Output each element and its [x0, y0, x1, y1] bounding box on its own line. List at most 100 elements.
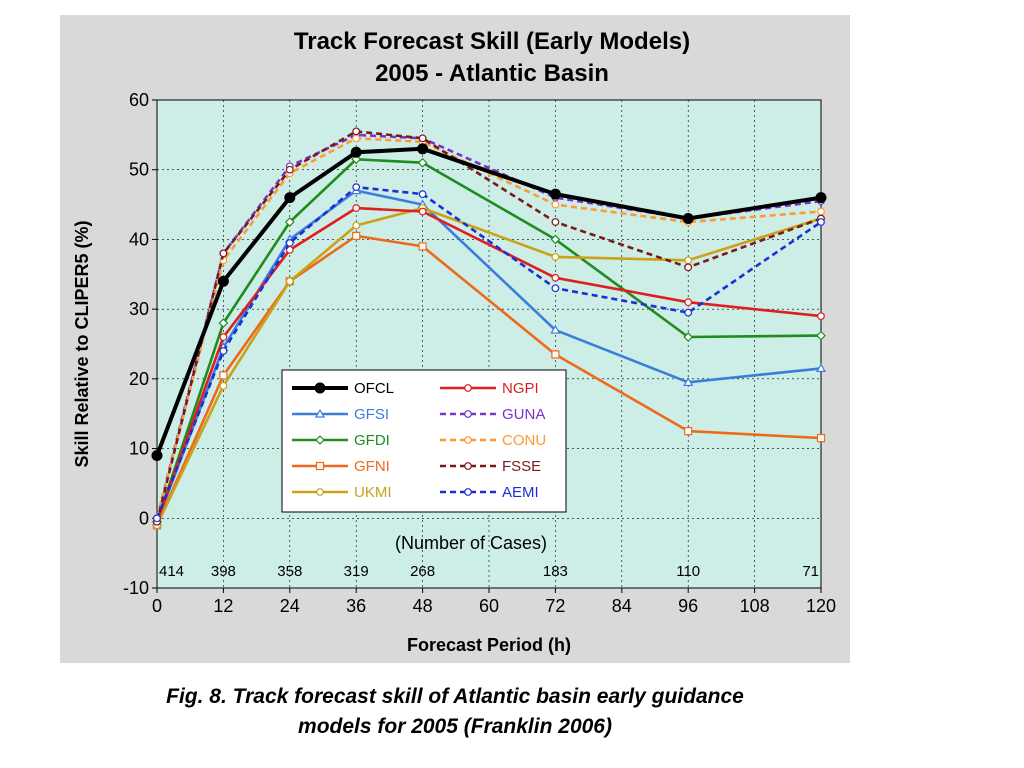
case-count-label: 398 — [211, 563, 236, 580]
legend-entry-ofcl: OFCL — [292, 380, 394, 397]
data-point — [684, 256, 693, 265]
data-point — [219, 347, 228, 355]
data-point — [417, 157, 428, 168]
legend-marker — [464, 462, 472, 470]
series-line-gfsi — [155, 189, 822, 523]
x-tick-label: 108 — [740, 596, 770, 616]
x-tick-label: 96 — [678, 596, 698, 616]
data-point — [219, 249, 228, 258]
data-point — [816, 330, 826, 341]
legend-label: GFNI — [354, 458, 390, 475]
x-tick-label: 120 — [806, 596, 836, 616]
data-point — [284, 192, 296, 204]
x-axis-title: Forecast Period (h) — [407, 635, 571, 655]
case-count-label: 414 — [159, 563, 184, 580]
data-point — [418, 242, 427, 251]
data-point — [418, 134, 427, 143]
case-count-label: 183 — [543, 563, 568, 580]
legend-entry-gfsi: GFSI — [292, 406, 389, 423]
legend-entry-ukmi: UKMI — [292, 484, 392, 501]
series-line-gfni — [155, 234, 822, 526]
legend-label: CONU — [502, 432, 546, 449]
data-point — [682, 213, 694, 225]
data-point — [352, 221, 361, 230]
legend-entry-fsse: FSSE — [440, 458, 541, 475]
data-point — [551, 284, 560, 293]
series-ofcl — [151, 143, 827, 462]
x-tick-label: 60 — [479, 596, 499, 616]
data-point — [684, 427, 693, 436]
data-point — [683, 377, 694, 386]
y-tick-label: 10 — [129, 439, 149, 459]
series-ngpi — [153, 204, 825, 526]
data-point — [551, 252, 560, 261]
series-line-ngpi — [155, 206, 822, 523]
data-point — [549, 188, 561, 200]
case-count-label: 268 — [410, 563, 435, 580]
data-point — [352, 134, 361, 143]
data-point — [551, 218, 560, 226]
legend-label: FSSE — [502, 458, 541, 475]
data-point — [550, 324, 561, 334]
data-point — [684, 263, 693, 272]
x-tick-label: 12 — [213, 596, 233, 616]
legend-label: OFCL — [354, 380, 394, 397]
data-point — [551, 273, 560, 282]
case-count-label: 71 — [802, 563, 819, 580]
y-tick-label: -10 — [123, 578, 149, 598]
legend-label: AEMI — [502, 484, 539, 501]
series-line-conu — [155, 137, 822, 519]
caption-line-2: models for 2005 (Franklin 2006) — [298, 715, 612, 738]
legend-label: GFSI — [354, 406, 389, 423]
data-point — [684, 308, 693, 317]
x-axis-ticks: 0 12 24 36 48 60 72 84 96 108 120 — [152, 588, 836, 616]
legend-marker — [314, 382, 326, 394]
legend-label: GFDI — [354, 432, 390, 449]
data-point — [350, 146, 362, 158]
case-count-label: 319 — [344, 563, 369, 580]
chart-legend: OFCL GFSI GFDI GFNI UKMI NGPI GUNA CONU FSSE AEMI — [281, 369, 567, 513]
legend-entry-ngpi: NGPI — [440, 380, 539, 397]
legend-marker — [314, 408, 326, 418]
data-point — [217, 275, 229, 287]
data-point — [352, 231, 361, 241]
chart-panel: Track Forecast Skill (Early Models) 2005… — [60, 15, 850, 663]
line-chart: Track Forecast Skill (Early Models) 2005… — [72, 28, 836, 655]
data-point — [418, 207, 427, 216]
x-tick-label: 0 — [152, 596, 162, 616]
legend-marker — [315, 435, 325, 445]
data-point — [151, 450, 163, 462]
y-axis-ticks: 60 50 40 30 20 10 0 -10 — [123, 90, 157, 598]
caption-line-1: Fig. 8. Track forecast skill of Atlantic… — [166, 685, 744, 708]
data-point — [684, 298, 693, 307]
legend-entry-aemi: AEMI — [440, 484, 539, 501]
legend-label: GUNA — [502, 406, 545, 423]
legend-entry-gfni: GFNI — [292, 458, 390, 475]
legend-label: NGPI — [502, 380, 539, 397]
y-tick-label: 50 — [129, 160, 149, 180]
legend-marker — [464, 384, 472, 392]
data-point — [418, 190, 427, 199]
legend-entry-guna: GUNA — [440, 406, 545, 423]
data-point — [817, 312, 825, 321]
data-point — [285, 165, 294, 174]
y-tick-label: 30 — [129, 299, 149, 319]
x-tick-label: 48 — [413, 596, 433, 616]
data-point — [817, 207, 825, 216]
y-tick-label: 40 — [129, 229, 149, 249]
data-point — [153, 514, 161, 523]
y-axis-title: Skill Relative to CLIPER5 (%) — [72, 220, 92, 467]
data-point — [285, 239, 294, 247]
series-line-fsse — [155, 130, 822, 523]
data-point — [550, 234, 561, 245]
data-point — [285, 277, 294, 286]
x-tick-label: 72 — [545, 596, 565, 616]
x-tick-label: 24 — [280, 596, 300, 616]
data-point — [551, 350, 560, 359]
series-line-gfdi — [155, 158, 822, 523]
data-point — [417, 143, 429, 155]
data-point — [815, 192, 827, 204]
legend-marker — [464, 410, 472, 418]
data-point — [218, 318, 229, 328]
legend-entry-gfdi: GFDI — [292, 432, 390, 449]
